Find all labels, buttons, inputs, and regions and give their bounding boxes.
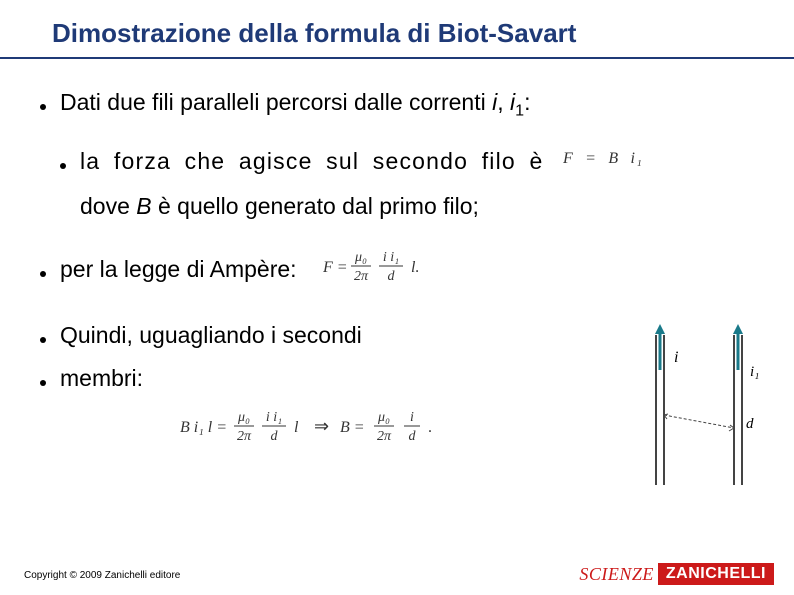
formula-1: F = B i₁ l, — [563, 147, 653, 179]
publisher-logo: SCIENZE ZANICHELLI — [579, 563, 774, 585]
bullet-dot — [40, 337, 46, 343]
copyright-footer: Copyright © 2009 Zanichelli editore — [24, 570, 180, 581]
logo-zanichelli-text: ZANICHELLI — [658, 563, 774, 585]
bullet-dot — [60, 163, 66, 169]
svg-text:2π: 2π — [354, 269, 369, 284]
bullet-2: la forza che agisce sul secondo filo è F… — [60, 146, 754, 179]
slide-title: Dimostrazione della formula di Biot-Sava… — [0, 18, 794, 59]
bullet-2-cont-text: dove B è quello generato dal primo filo; — [80, 191, 754, 222]
svg-text:i i₁: i i₁ — [383, 250, 399, 265]
bullet-dot — [40, 104, 46, 110]
svg-text:d: d — [271, 429, 279, 444]
svg-text:2π: 2π — [237, 429, 252, 444]
svg-text:μ₀: μ₀ — [377, 410, 390, 425]
bullet-2-cont: dove B è quello generato dal primo filo; — [60, 191, 754, 222]
bullet-1: Dati due fili paralleli percorsi dalle c… — [40, 87, 754, 122]
wires-diagram: i i₁ d — [626, 320, 766, 490]
slide: Dimostrazione della formula di Biot-Sava… — [0, 0, 794, 595]
bullet-2-text: la forza che agisce sul secondo filo è F… — [80, 146, 754, 179]
formula-2: F = μ₀ 2π i i₁ d l. — [323, 246, 453, 296]
svg-text:i₁: i₁ — [750, 364, 759, 380]
svg-text:i i₁: i i₁ — [266, 410, 282, 425]
svg-text:2π: 2π — [377, 429, 392, 444]
svg-text:B =: B = — [340, 419, 365, 436]
svg-text:l: l — [294, 419, 299, 436]
svg-text:d: d — [409, 429, 417, 444]
svg-text:i: i — [674, 349, 678, 366]
logo-scienze-text: SCIENZE — [579, 564, 654, 585]
svg-text:⇒: ⇒ — [314, 416, 329, 436]
bullet-3: per la legge di Ampère: F = μ₀ 2π i i₁ d… — [40, 246, 754, 296]
svg-text:μ₀: μ₀ — [354, 250, 367, 265]
bullet-1-text: Dati due fili paralleli percorsi dalle c… — [60, 87, 754, 122]
svg-text:B i₁ l =: B i₁ l = — [180, 419, 227, 436]
bullet-3-text: per la legge di Ampère: F = μ₀ 2π i i₁ d… — [60, 246, 754, 296]
bullet-dot — [40, 271, 46, 277]
svg-text:l.: l. — [411, 259, 419, 276]
svg-text:d: d — [746, 416, 754, 432]
svg-text:.: . — [428, 419, 432, 436]
svg-text:F = B i₁ l,: F = B i₁ l, — [563, 150, 653, 167]
svg-text:i: i — [410, 410, 414, 425]
bullet-dot — [40, 380, 46, 386]
svg-text:μ₀: μ₀ — [237, 410, 250, 425]
svg-text:d: d — [387, 269, 395, 284]
svg-text:F =: F = — [323, 259, 348, 276]
